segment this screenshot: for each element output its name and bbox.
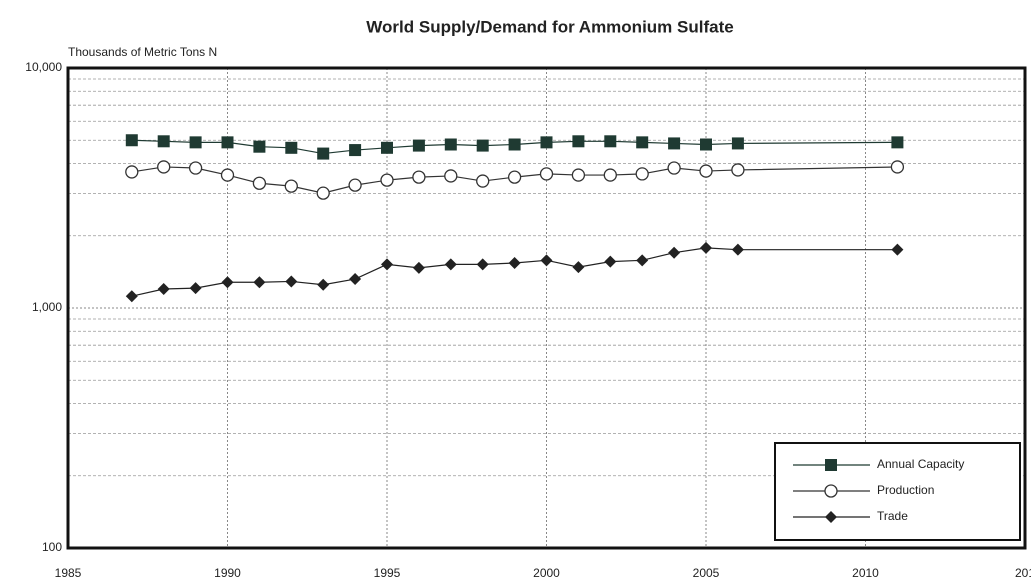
marker (412, 261, 425, 274)
marker (157, 160, 171, 174)
marker (284, 179, 298, 193)
marker (891, 136, 904, 149)
x-tick-label: 201 (1015, 566, 1031, 580)
marker (349, 144, 362, 157)
marker (125, 290, 138, 303)
marker (668, 137, 681, 150)
marker (731, 137, 744, 150)
marker (444, 258, 457, 271)
x-tick-label: 1990 (214, 566, 241, 580)
marker (700, 138, 712, 151)
x-tick-label: 2005 (693, 566, 720, 580)
marker (700, 241, 712, 254)
marker (252, 176, 267, 190)
marker (572, 261, 585, 274)
marker (188, 161, 203, 175)
marker (221, 136, 234, 149)
marker (891, 243, 904, 256)
marker (476, 174, 490, 188)
marker (381, 258, 393, 271)
marker (508, 256, 521, 269)
marker (348, 178, 362, 192)
marker (380, 173, 394, 187)
marker (253, 276, 266, 289)
marker (476, 258, 489, 271)
marker (731, 243, 744, 256)
marker (253, 140, 266, 153)
legend-label: Production (877, 483, 934, 497)
marker (507, 170, 522, 184)
marker (285, 275, 298, 288)
marker (381, 141, 393, 154)
marker (668, 246, 681, 259)
marker (699, 164, 713, 178)
marker (221, 276, 234, 289)
marker (220, 168, 235, 182)
marker (317, 278, 330, 291)
y-tick-label: 10,000 (25, 60, 62, 74)
marker (444, 138, 457, 151)
marker (636, 136, 649, 149)
chart-title: World Supply/Demand for Ammonium Sulfate (366, 17, 733, 36)
marker (572, 135, 585, 148)
marker (317, 147, 330, 160)
y-tick-label: 100 (42, 540, 62, 554)
marker (349, 273, 362, 286)
marker (412, 139, 425, 152)
marker (539, 167, 554, 181)
marker (604, 255, 617, 268)
marker (444, 169, 458, 183)
marker (540, 254, 553, 267)
legend-label: Trade (877, 509, 908, 523)
marker (508, 138, 521, 151)
marker (189, 282, 202, 295)
marker (731, 163, 745, 177)
marker (667, 161, 681, 175)
x-tick-label: 2000 (533, 566, 560, 580)
marker (824, 484, 838, 498)
marker (604, 135, 617, 148)
marker (189, 136, 202, 149)
marker (316, 186, 330, 200)
marker (540, 136, 553, 149)
x-tick-label: 1995 (374, 566, 401, 580)
y-axis-label: Thousands of Metric Tons N (68, 45, 217, 59)
marker (125, 165, 139, 179)
marker (603, 168, 617, 182)
marker (890, 160, 905, 174)
marker (825, 459, 837, 471)
legend-label: Annual Capacity (877, 457, 964, 471)
marker (157, 282, 170, 295)
marker (636, 254, 649, 267)
marker (635, 167, 649, 181)
marker (571, 168, 586, 182)
marker (476, 139, 489, 152)
legend: Annual Capacity Production Trade (774, 442, 1021, 541)
x-tick-label: 2010 (852, 566, 879, 580)
marker (285, 141, 298, 154)
x-tick-label: 1985 (55, 566, 82, 580)
marker (825, 511, 837, 523)
marker (412, 170, 426, 184)
marker (125, 134, 138, 147)
marker (157, 135, 170, 148)
y-tick-label: 1,000 (32, 300, 62, 314)
plot-frame (66, 66, 1027, 550)
